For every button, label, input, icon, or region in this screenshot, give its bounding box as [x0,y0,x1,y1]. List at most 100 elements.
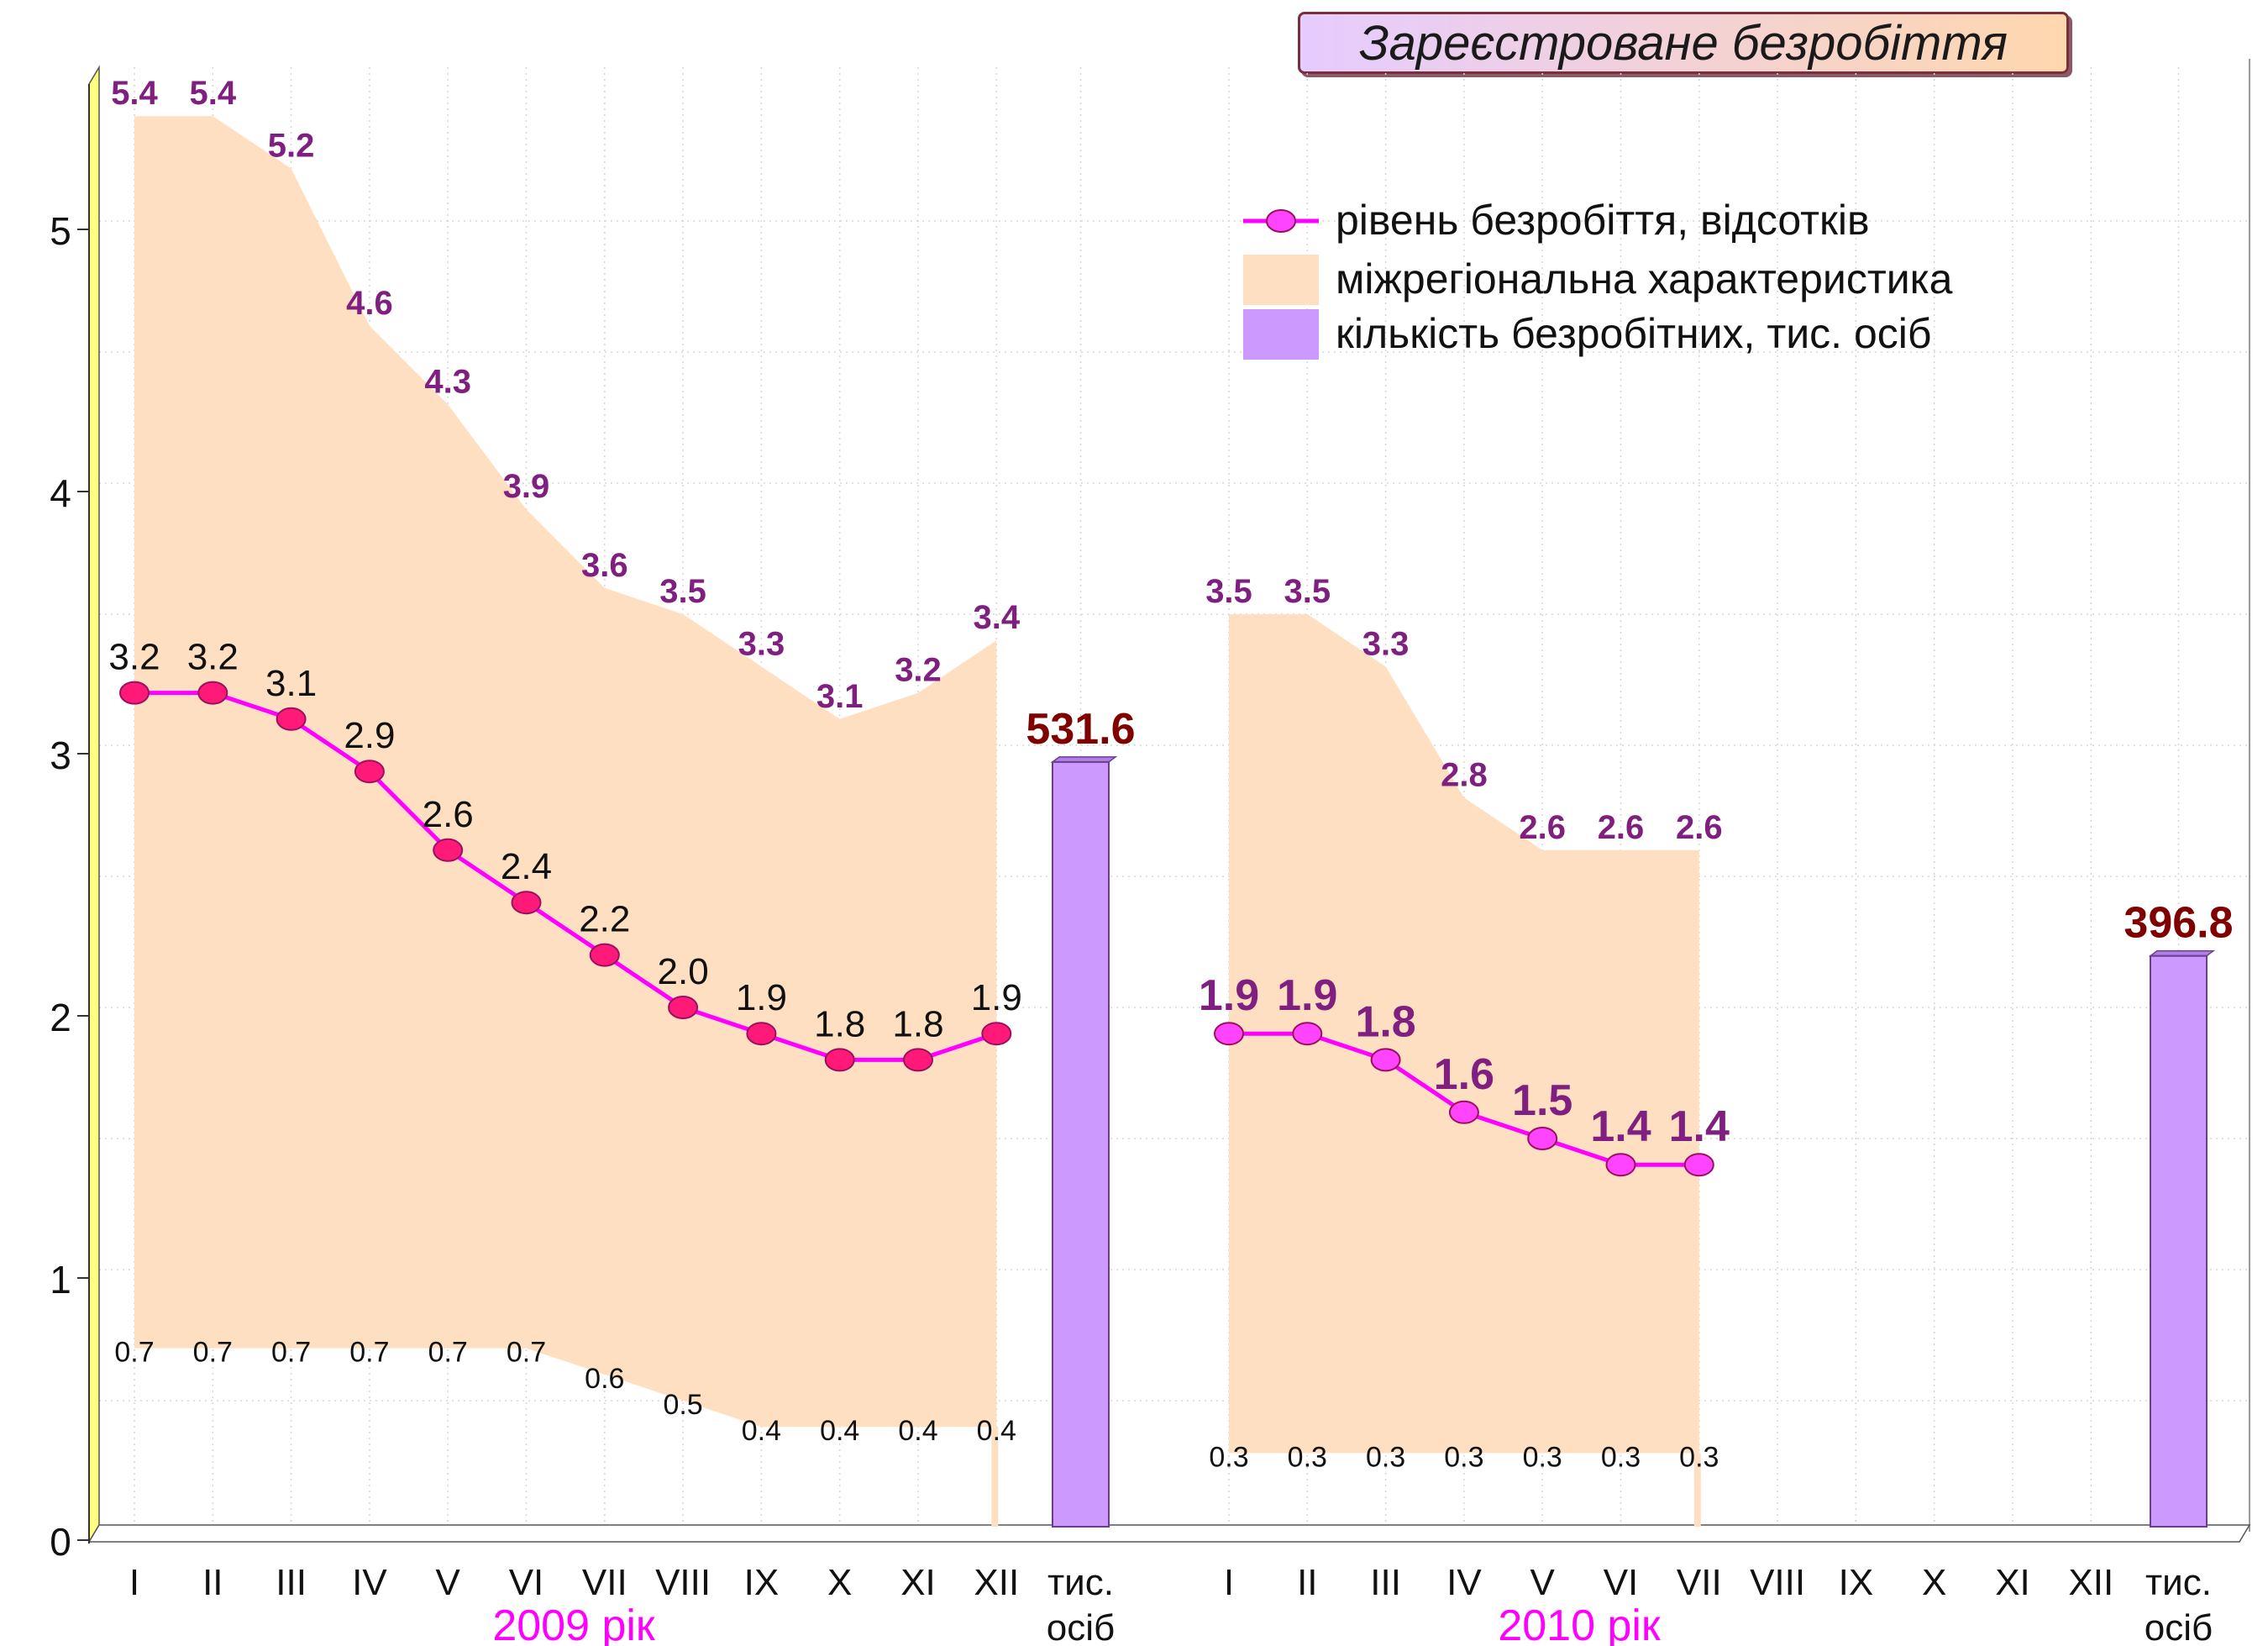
y-tick-label: 4 [50,471,71,515]
level-label: 1.8 [1355,997,1415,1046]
level-marker [903,1048,933,1072]
range-min-label: 0.3 [1209,1441,1248,1473]
series-group-2: 3.5 3.5 3.3 2.8 2.6 2.6 2.6 0.3 0.3 0.3 0.3 0.3 0.3 0… [1199,573,2234,1646]
range-max-label: 4.6 [346,285,393,322]
range-min-label: 0.3 [1366,1441,1405,1473]
x-tick-label: IX [744,1562,780,1603]
floor [87,1524,2251,1543]
level-label: 1.8 [892,1003,943,1044]
range-area-edge [991,1427,999,1527]
range-min-label: 0.4 [820,1415,859,1447]
x-tick-label: X [1922,1562,1946,1603]
range-max-label: 3.5 [659,573,706,610]
range-max-label: 2.6 [1598,809,1645,846]
level-label: 1.8 [814,1003,865,1044]
series-group-1: 5.4 5.4 5.2 4.6 4.3 3.9 3.6 3.5 3.3 3.1 3.2 3.4 0.7 0… [108,75,1135,1646]
range-min-label: 0.7 [114,1337,154,1369]
legend-area-swatch [1243,255,1319,305]
bar [1052,760,1110,1528]
range-min-label: 0.3 [1288,1441,1327,1473]
range-min-label: 0.3 [1523,1441,1562,1473]
x-tick-label: осіб [2145,1607,2213,1646]
y-tick-label: 0 [50,1520,71,1564]
x-tick-label: II [202,1562,223,1603]
level-label: 1.9 [736,977,787,1018]
bar [2150,954,2208,1528]
level-label: 1.9 [971,977,1022,1018]
level-label: 2.9 [344,715,395,756]
y-tick-label: 3 [50,734,71,777]
x-tick-label: I [1224,1562,1234,1603]
range-min-label: 0.6 [585,1363,624,1395]
level-label: 2.2 [579,899,630,940]
range-max-label: 3.3 [738,625,785,662]
x-tick-label: тис. [2145,1562,2212,1603]
x-tick-label: V [1530,1562,1556,1603]
range-max-label: 3.9 [503,468,550,505]
x-tick-label: осіб [1047,1607,1115,1646]
x-tick-label: VII [582,1562,627,1603]
range-max-label: 3.4 [973,599,1020,636]
level-marker [433,838,464,862]
level-marker [1605,1153,1636,1177]
level-label: 3.2 [187,637,239,678]
level-label: 1.9 [1277,971,1337,1020]
range-min-label: 0.5 [663,1389,702,1421]
x-tick-label: V [436,1562,461,1603]
range-max-label: 3.5 [1284,573,1331,610]
range-min-label: 0.7 [428,1337,468,1369]
level-marker [746,1022,777,1046]
range-max-label: 3.3 [1362,625,1410,662]
x-tick-label: IV [1446,1562,1482,1603]
legend-label: міжрегіональна характеристика [1336,255,1953,302]
legend: рівень безробіття, відсотків міжрегіональ… [1243,197,1953,360]
group-label: 2009 рік [492,1601,655,1646]
level-marker [354,760,385,784]
level-marker [119,681,150,705]
level-marker [824,1048,855,1072]
range-max-label: 3.6 [581,547,628,584]
x-tick-label: тис. [1047,1562,1114,1603]
level-label: 3.2 [108,637,160,678]
range-min-label: 0.3 [1444,1441,1483,1473]
x-tick-label: XII [2068,1562,2113,1603]
y-tick-label: 2 [50,996,71,1039]
x-tick-label: VI [509,1562,544,1603]
range-max-label: 2.8 [1441,756,1488,793]
legend-label: рівень безробіття, відсотків [1336,197,1870,244]
level-marker [668,996,699,1019]
range-min-label: 0.7 [349,1337,389,1369]
bar-value-label: 531.6 [1026,705,1135,754]
x-tick-label: II [1297,1562,1317,1603]
x-tick-label: IX [1839,1562,1874,1603]
level-label: 1.6 [1434,1050,1494,1099]
level-marker [276,707,307,731]
range-min-label: 0.3 [1601,1441,1641,1473]
x-tick-label: III [276,1562,307,1603]
x-tick-label: XII [974,1562,1019,1603]
range-area [134,116,997,1428]
y-tick-label: 5 [50,209,71,253]
level-marker [1214,1022,1244,1046]
legend-label: кількість безробітних, тис. осіб [1336,310,1932,357]
group-label: 2010 рік [1498,1601,1661,1646]
x-tick-label: VIII [655,1562,711,1603]
level-label: 1.4 [1669,1102,1730,1151]
level-label: 1.9 [1199,971,1259,1020]
level-label: 2.0 [658,951,709,992]
range-max-label: 2.6 [1676,809,1723,846]
level-label: 2.4 [501,846,552,887]
level-marker [511,891,542,915]
chart-title: Зареєстроване безробіття [1298,12,2069,74]
level-label: 2.6 [423,794,474,835]
level-marker [1683,1153,1714,1177]
x-tick-label: X [827,1562,852,1603]
range-max-label: 5.4 [189,75,236,112]
range-area [1229,614,1699,1454]
y-axis-band [88,65,100,1544]
level-label: 1.5 [1512,1076,1572,1125]
range-max-label: 3.1 [816,678,864,715]
range-min-label: 0.7 [193,1337,233,1369]
x-tick-label: III [1370,1562,1401,1603]
